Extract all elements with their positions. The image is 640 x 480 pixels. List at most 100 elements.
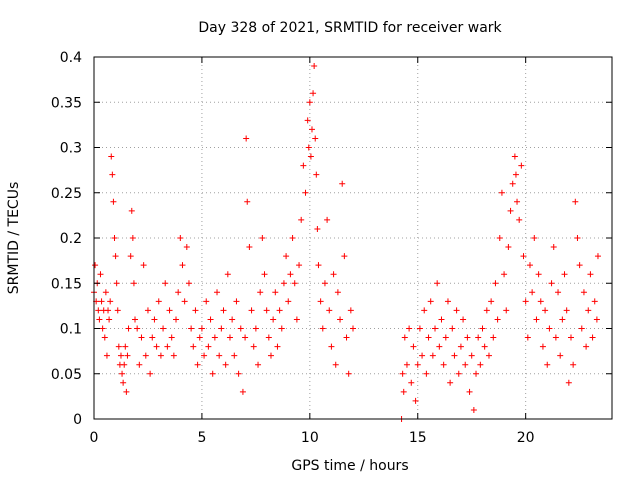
data-point-0-44: [147, 370, 154, 377]
data-point-0-12: [103, 352, 110, 359]
data-point-0-93: [250, 343, 257, 350]
data-point-0-135: [330, 271, 337, 278]
data-point-0-77: [218, 325, 225, 332]
data-point-0-140: [341, 253, 348, 260]
data-point-0-214: [542, 307, 549, 314]
data-point-0-186: [483, 307, 490, 314]
data-point-0-94: [252, 325, 259, 332]
x-tick-label-3: 15: [409, 430, 427, 446]
data-point-0-162: [432, 325, 439, 332]
data-point-0-131: [321, 280, 328, 287]
data-point-0-49: [157, 352, 164, 359]
data-point-0-107: [280, 280, 287, 287]
data-point-0-168: [444, 298, 451, 305]
data-point-0-228: [572, 198, 579, 205]
data-point-0-138: [337, 316, 344, 323]
data-point-0-75: [214, 289, 221, 296]
data-point-0-64: [190, 343, 197, 350]
data-point-0-115: [298, 216, 305, 223]
data-point-0-149: [403, 361, 410, 368]
data-point-0-185: [481, 343, 488, 350]
data-point-0-57: [175, 289, 182, 296]
data-point-0-187: [485, 352, 492, 359]
data-point-0-219: [552, 334, 559, 341]
data-point-0-48: [155, 298, 162, 305]
data-point-0-216: [546, 325, 553, 332]
data-point-0-200: [512, 171, 519, 178]
data-point-0-4: [95, 307, 102, 314]
data-point-0-7: [98, 298, 105, 305]
data-point-0-166: [440, 361, 447, 368]
data-point-0-191: [494, 316, 501, 323]
data-point-0-97: [259, 235, 266, 241]
data-point-0-128: [315, 262, 322, 269]
data-point-0-66: [194, 361, 201, 368]
data-point-0-189: [490, 334, 497, 341]
data-point-0-103: [272, 289, 279, 296]
data-point-0-215: [544, 361, 551, 368]
data-point-0-170: [449, 325, 456, 332]
data-point-0-43: [144, 307, 151, 314]
data-point-0-100: [265, 334, 272, 341]
data-point-0-5: [96, 316, 103, 323]
data-point-0-174: [457, 343, 464, 350]
data-point-0-55: [170, 352, 177, 359]
chart-title: Day 328 of 2021, SRMTID for receiver war…: [198, 20, 502, 36]
x-tick-label-4: 20: [517, 430, 535, 446]
data-point-0-65: [192, 307, 199, 314]
data-point-0-62: [185, 280, 192, 287]
data-point-0-40: [138, 334, 145, 341]
data-point-0-226: [567, 334, 574, 341]
data-point-0-126: [313, 171, 320, 178]
data-point-0-19: [111, 235, 118, 241]
data-point-0-39: [136, 361, 143, 368]
data-point-0-27: [120, 379, 127, 386]
data-point-0-157: [421, 307, 428, 314]
data-point-0-165: [438, 316, 445, 323]
data-point-0-73: [209, 370, 216, 377]
data-point-0-32: [125, 325, 132, 332]
data-point-0-81: [226, 334, 233, 341]
data-point-0-150: [406, 325, 413, 332]
data-point-0-25: [117, 352, 124, 359]
data-point-0-47: [153, 343, 160, 350]
data-point-0-232: [580, 289, 587, 296]
y-tick-label-5: 0.25: [51, 186, 82, 202]
data-point-0-122: [308, 126, 315, 133]
data-point-0-211: [535, 271, 542, 278]
data-point-0-169: [447, 379, 454, 386]
data-point-0-139: [339, 180, 346, 187]
data-point-0-76: [216, 352, 223, 359]
data-point-0-51: [162, 280, 169, 287]
data-point-0-60: [181, 298, 188, 305]
data-point-0-101: [267, 352, 274, 359]
data-point-0-222: [559, 316, 566, 323]
data-point-0-99: [263, 307, 270, 314]
data-point-0-1: [92, 262, 99, 269]
data-point-0-132: [324, 216, 331, 223]
data-point-0-35: [129, 235, 136, 241]
data-point-0-16: [108, 153, 115, 160]
data-point-0-11: [102, 289, 109, 296]
data-point-0-130: [319, 325, 326, 332]
y-tick-label-7: 0.35: [51, 95, 82, 111]
data-point-0-192: [496, 235, 503, 241]
data-point-0-80: [224, 271, 231, 278]
data-point-0-23: [115, 343, 122, 350]
data-point-0-208: [529, 289, 536, 296]
data-point-0-136: [332, 361, 339, 368]
data-point-0-184: [479, 325, 486, 332]
data-point-0-198: [509, 180, 516, 187]
data-point-0-36: [130, 280, 137, 287]
data-point-0-70: [203, 298, 210, 305]
data-point-0-167: [442, 334, 449, 341]
data-point-0-161: [429, 352, 436, 359]
data-point-0-183: [477, 361, 484, 368]
data-point-0-129: [317, 298, 324, 305]
data-point-0-45: [149, 334, 156, 341]
data-point-0-124: [311, 63, 318, 70]
data-point-0-104: [274, 343, 281, 350]
data-point-0-218: [550, 244, 557, 251]
data-point-0-59: [179, 262, 186, 269]
data-point-0-56: [173, 316, 180, 323]
